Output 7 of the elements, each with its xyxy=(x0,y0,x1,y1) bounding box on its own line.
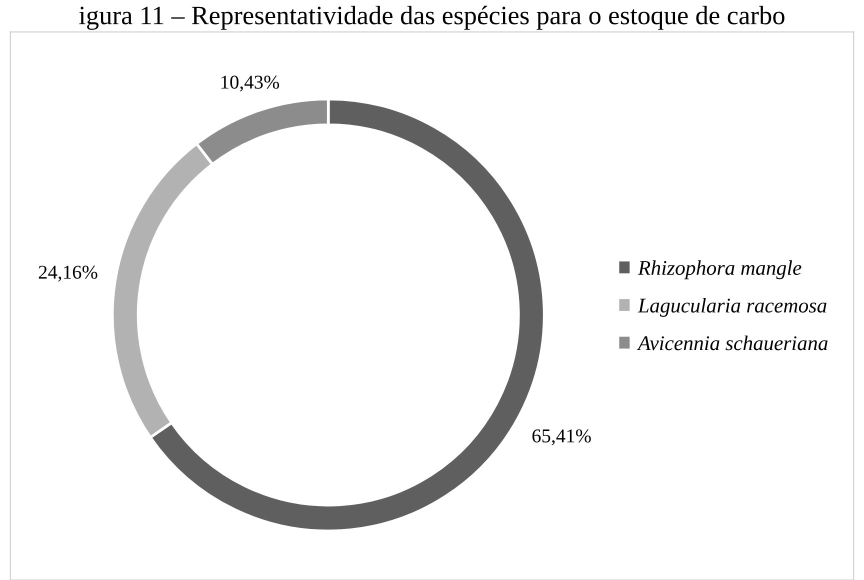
legend-label: Rhizophora mangle xyxy=(638,260,802,280)
chart-title: igura 11 – Representatividade das espécies para o estoque de carbo xyxy=(79,6,784,30)
legend-label: Avicennia schaueriana xyxy=(636,336,828,350)
data-label: 24,16% xyxy=(38,266,98,282)
data-label: 10,43% xyxy=(222,76,280,92)
legend-label: Lagucularia racemosa xyxy=(638,298,826,317)
data-label: 65,41% xyxy=(532,429,591,446)
